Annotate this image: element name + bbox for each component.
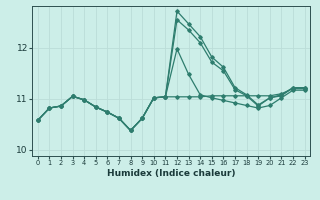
X-axis label: Humidex (Indice chaleur): Humidex (Indice chaleur) (107, 169, 236, 178)
